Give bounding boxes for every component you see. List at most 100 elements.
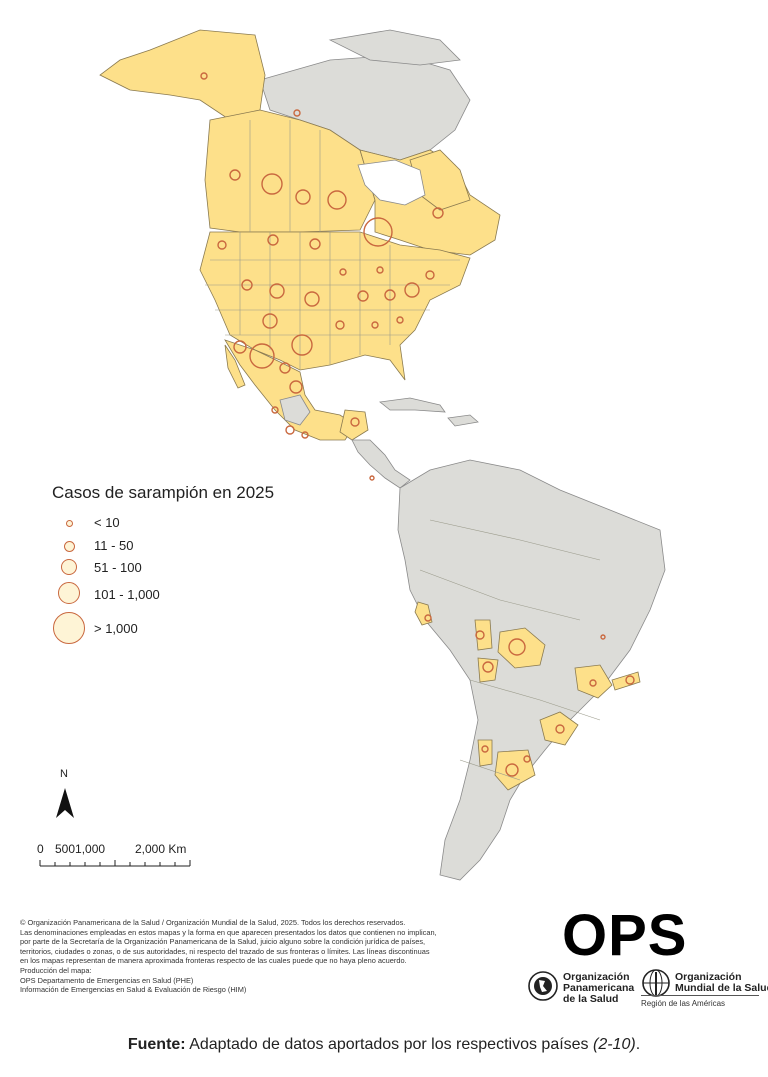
case-circle (376, 266, 384, 274)
legend-label-5: > 1,000 (94, 621, 138, 636)
case-circle (335, 320, 345, 330)
source-text: Adaptado de datos aportados por los resp… (185, 1036, 593, 1053)
case-circle (304, 291, 320, 307)
case-circle (425, 270, 435, 280)
case-circle (241, 279, 253, 291)
mexico-south-land (279, 394, 311, 426)
case-circle (369, 475, 375, 481)
paho-name-line: Panamericana (563, 982, 635, 994)
paho-name: Organización Panamericana de la Salud (563, 972, 634, 1005)
case-circle (371, 321, 379, 329)
copyright-line: OPS Departamento de Emergencias en Salud… (20, 975, 194, 985)
case-circle (267, 234, 279, 246)
case-circle (309, 238, 321, 250)
case-circle (589, 679, 597, 687)
case-circle (291, 334, 313, 356)
north-label: N (60, 768, 68, 780)
copyright-line: Producción del mapa: (20, 965, 92, 975)
case-circle (350, 417, 360, 427)
hispaniola-island (447, 414, 479, 427)
case-circle (289, 380, 303, 394)
case-circle (339, 268, 347, 276)
legend-label-1: < 10 (94, 515, 120, 530)
legend-symbol-4 (58, 582, 80, 604)
americas-map-svg (39, 29, 666, 881)
case-circle (404, 282, 420, 298)
case-circle (229, 169, 241, 181)
case-circle (555, 724, 565, 734)
paho-emblem-icon (528, 971, 558, 1001)
case-circle (233, 340, 247, 354)
case-circle (475, 630, 485, 640)
case-circle (481, 745, 489, 753)
case-circle (293, 109, 301, 117)
baja-region (224, 344, 246, 389)
legend-label-3: 51 - 100 (94, 560, 142, 575)
case-circle (363, 217, 393, 247)
scale-label-0: 0 (37, 842, 44, 856)
central-america-land (351, 439, 411, 489)
case-circle (271, 406, 279, 414)
case-circle (508, 638, 526, 656)
measles-map (39, 29, 666, 881)
ops-logo: OPS (562, 903, 688, 968)
case-circle (600, 634, 606, 640)
copyright-line: territorios, ciudades o zonas, o de sus … (20, 946, 430, 956)
case-circle (424, 614, 432, 622)
argentina-region (477, 739, 493, 767)
scale-label-end: 2,000 Km (135, 842, 187, 856)
arctic-islands (328, 29, 461, 66)
legend-symbol-5 (53, 612, 85, 644)
north-arrow-icon (56, 788, 74, 818)
copyright-line: por parte de la Secretaría de la Organiz… (20, 937, 426, 947)
paraguay-region (574, 664, 613, 699)
case-circle (384, 289, 396, 301)
who-emblem-icon (642, 969, 670, 997)
hudson-bay (357, 159, 426, 206)
case-circle (295, 189, 311, 205)
case-circle (249, 343, 275, 369)
who-name: Organización Mundial de la Salud (675, 972, 768, 994)
case-circle (357, 290, 369, 302)
region-label: Región de las Américas (641, 999, 726, 1008)
case-circle (625, 675, 635, 685)
logo-divider (641, 995, 759, 996)
bolivia-region (497, 627, 546, 669)
copyright-line: Las denominaciones empleadas en estos ma… (20, 927, 437, 937)
bolivia-south-region (477, 657, 499, 683)
copyright-line: Información de Emergencias en Salud & Ev… (20, 985, 247, 995)
source-end: . (635, 1036, 641, 1053)
case-circle (396, 316, 404, 324)
brazil-south-region (539, 711, 579, 746)
case-circle (285, 425, 295, 435)
source-label: Fuente: (127, 1036, 186, 1053)
legend-symbol-2 (64, 541, 75, 552)
who-name-line: Mundial de la Salud (675, 982, 768, 994)
legend-symbol-1 (66, 520, 73, 527)
scale-bar (39, 860, 191, 867)
south-america-land (397, 459, 666, 881)
belize-guatemala-region (339, 409, 369, 441)
case-circle (269, 283, 285, 299)
copyright-line: © Organización Panamericana de la Salud … (20, 918, 406, 927)
alaska-region (99, 29, 266, 121)
legend-label-4: 101 - 1,000 (94, 587, 160, 602)
case-circle (523, 755, 531, 763)
case-circle (200, 72, 208, 80)
peru-region (414, 601, 433, 626)
cuba-island (379, 397, 446, 413)
case-circles (200, 72, 635, 777)
case-circle (482, 661, 494, 673)
case-circle (327, 190, 347, 210)
buenos-aires-region (494, 749, 536, 791)
source-reference: (2-10) (593, 1036, 636, 1053)
legend-symbol-3 (61, 559, 77, 575)
scale-label-mid: 5001,000 (55, 842, 106, 856)
case-circle (301, 431, 309, 439)
copyright-line: en los mapas representan de manera aprox… (20, 956, 407, 966)
copyright-notice: © Organización Panamericana de la Salud … (20, 918, 490, 995)
legend-title: Casos de sarampión en 2025 (52, 483, 275, 502)
paho-name-line: de la Salud (563, 993, 619, 1005)
case-circle (505, 763, 519, 777)
case-circle (279, 362, 291, 374)
